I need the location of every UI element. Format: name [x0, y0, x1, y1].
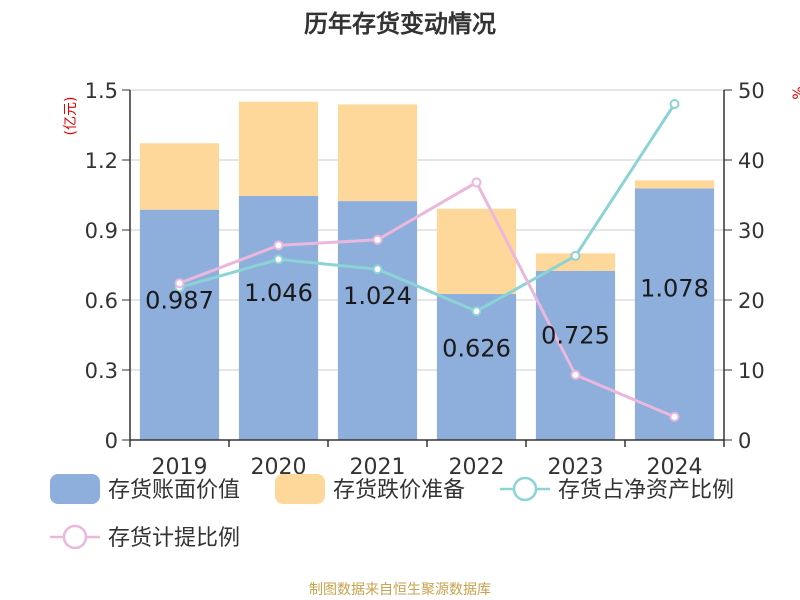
x-tick-label: 2022	[449, 455, 505, 480]
bar-book-value-2020	[238, 195, 319, 440]
bar-value-label: 1.024	[343, 282, 412, 310]
line-point	[273, 240, 284, 251]
line-point	[669, 411, 680, 422]
right-axis-unit: %	[791, 86, 800, 99]
bar-impairment-reserve-2022	[436, 208, 517, 294]
right-tick-label: 10	[738, 359, 765, 383]
legend-swatch	[50, 474, 100, 504]
line-provision-ratio	[178, 180, 676, 419]
left-tick-label: 0.9	[85, 219, 118, 243]
legend-label: 存货计提比例	[108, 526, 240, 551]
chart-title: 历年存货变动情况	[304, 10, 496, 38]
right-tick-label: 40	[738, 149, 765, 173]
bar-value-labels: 0.987 1.046 1.024 0.626 0.725 1.078	[145, 275, 709, 363]
line-group	[174, 99, 680, 422]
bar-impairment-reserve-2019	[139, 143, 220, 210]
legend-label: 存货占净资产比例	[558, 478, 734, 503]
bar-book-value-2022	[436, 293, 517, 440]
line-point	[669, 99, 680, 109]
legend-marker	[62, 524, 88, 550]
bar-value-label: 0.987	[145, 287, 214, 315]
line-point	[372, 264, 383, 275]
left-tick-label: 1.5	[85, 79, 118, 103]
legend-item: 存货账面价值	[50, 474, 240, 504]
line-inventory-to-net-assets	[179, 103, 676, 313]
x-tick-label: 2019	[152, 455, 208, 480]
right-tick-label: 20	[738, 289, 765, 313]
right-tick-label: 0	[738, 429, 751, 453]
line-point	[372, 234, 383, 245]
left-axis-unit: (亿元)	[63, 97, 79, 136]
legend-marker	[512, 476, 538, 502]
line-point	[174, 278, 185, 289]
x-tick-label: 2023	[548, 455, 604, 480]
x-tick-label: 2021	[350, 455, 406, 480]
legend-label: 存货跌价准备	[333, 478, 465, 503]
line-point	[273, 254, 284, 265]
line-point	[471, 177, 482, 188]
bar-book-value-2023	[535, 270, 616, 440]
line-point	[570, 369, 581, 380]
legend-swatch	[275, 474, 325, 504]
x-tick-label: 2024	[647, 455, 703, 480]
bar-book-value-2024	[634, 188, 715, 440]
right-tick-label: 50	[738, 79, 765, 103]
bar-impairment-reserve-2021	[337, 104, 418, 202]
legend-item: 存货占净资产比例	[500, 476, 734, 503]
line-point	[570, 250, 581, 261]
left-tick-label: 1.2	[85, 149, 118, 173]
line-point	[471, 306, 482, 317]
legend-item: 存货计提比例	[50, 524, 240, 551]
bar-book-value-2019	[139, 209, 220, 440]
legend-item: 存货跌价准备	[275, 474, 465, 504]
bar-value-label: 0.626	[442, 335, 511, 363]
data-source-footer: 制图数据来自恒生聚源数据库	[309, 582, 491, 598]
bar-group	[139, 101, 715, 440]
bar-value-label: 1.046	[244, 279, 313, 307]
left-tick-label: 0.6	[85, 289, 118, 313]
left-tick-label: 0.3	[85, 359, 118, 383]
bar-impairment-reserve-2020	[238, 101, 319, 196]
bar-value-label: 0.725	[541, 322, 610, 350]
bar-impairment-reserve-2024	[634, 180, 715, 189]
left-tick-label: 0	[105, 429, 118, 453]
bar-value-label: 1.078	[640, 275, 709, 303]
right-tick-label: 30	[738, 219, 765, 243]
legend-label: 存货账面价值	[108, 478, 240, 503]
